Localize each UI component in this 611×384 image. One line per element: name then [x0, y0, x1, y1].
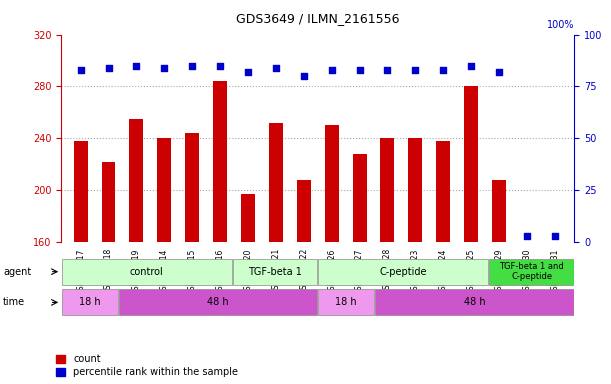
Bar	[185, 133, 199, 242]
Text: control: control	[130, 266, 164, 277]
Point	[466, 63, 476, 69]
Bar	[213, 81, 227, 242]
Text: 100%: 100%	[547, 20, 574, 30]
Text: C-peptide: C-peptide	[379, 266, 427, 277]
Point	[354, 67, 364, 73]
Point	[382, 67, 392, 73]
Point	[271, 65, 281, 71]
Bar	[353, 154, 367, 242]
Text: 18 h: 18 h	[79, 297, 100, 308]
Bar	[233, 259, 317, 285]
Point	[215, 63, 225, 69]
Bar	[269, 123, 283, 242]
Point	[550, 233, 560, 239]
Point	[327, 67, 337, 73]
Bar	[297, 180, 311, 242]
Point	[411, 67, 420, 73]
Bar	[62, 290, 117, 315]
Bar	[375, 290, 574, 315]
Point	[76, 67, 86, 73]
Text: 48 h: 48 h	[207, 297, 229, 308]
Point	[494, 69, 504, 75]
Text: 48 h: 48 h	[464, 297, 485, 308]
Bar	[381, 138, 395, 242]
Bar	[130, 119, 144, 242]
Point	[438, 67, 448, 73]
Point	[243, 69, 253, 75]
Text: TGF-beta 1 and
C-peptide: TGF-beta 1 and C-peptide	[499, 262, 564, 281]
Bar	[489, 259, 574, 285]
Text: 18 h: 18 h	[335, 297, 357, 308]
Bar	[158, 138, 171, 242]
Bar	[492, 180, 506, 242]
Bar	[101, 162, 115, 242]
Point	[159, 65, 169, 71]
Bar	[119, 290, 317, 315]
Text: time: time	[3, 297, 25, 308]
Bar	[436, 141, 450, 242]
Legend: count, percentile rank within the sample: count, percentile rank within the sample	[54, 353, 240, 379]
Bar	[74, 141, 87, 242]
Bar	[408, 138, 422, 242]
Text: agent: agent	[3, 266, 31, 277]
Bar	[62, 259, 232, 285]
Bar	[318, 290, 374, 315]
Point	[131, 63, 141, 69]
Point	[299, 73, 309, 79]
Bar	[324, 125, 338, 242]
Bar	[464, 86, 478, 242]
Point	[522, 233, 532, 239]
Point	[104, 65, 114, 71]
Text: GDS3649 / ILMN_2161556: GDS3649 / ILMN_2161556	[236, 12, 400, 25]
Text: TGF-beta 1: TGF-beta 1	[248, 266, 302, 277]
Bar	[241, 194, 255, 242]
Point	[188, 63, 197, 69]
Bar	[318, 259, 488, 285]
